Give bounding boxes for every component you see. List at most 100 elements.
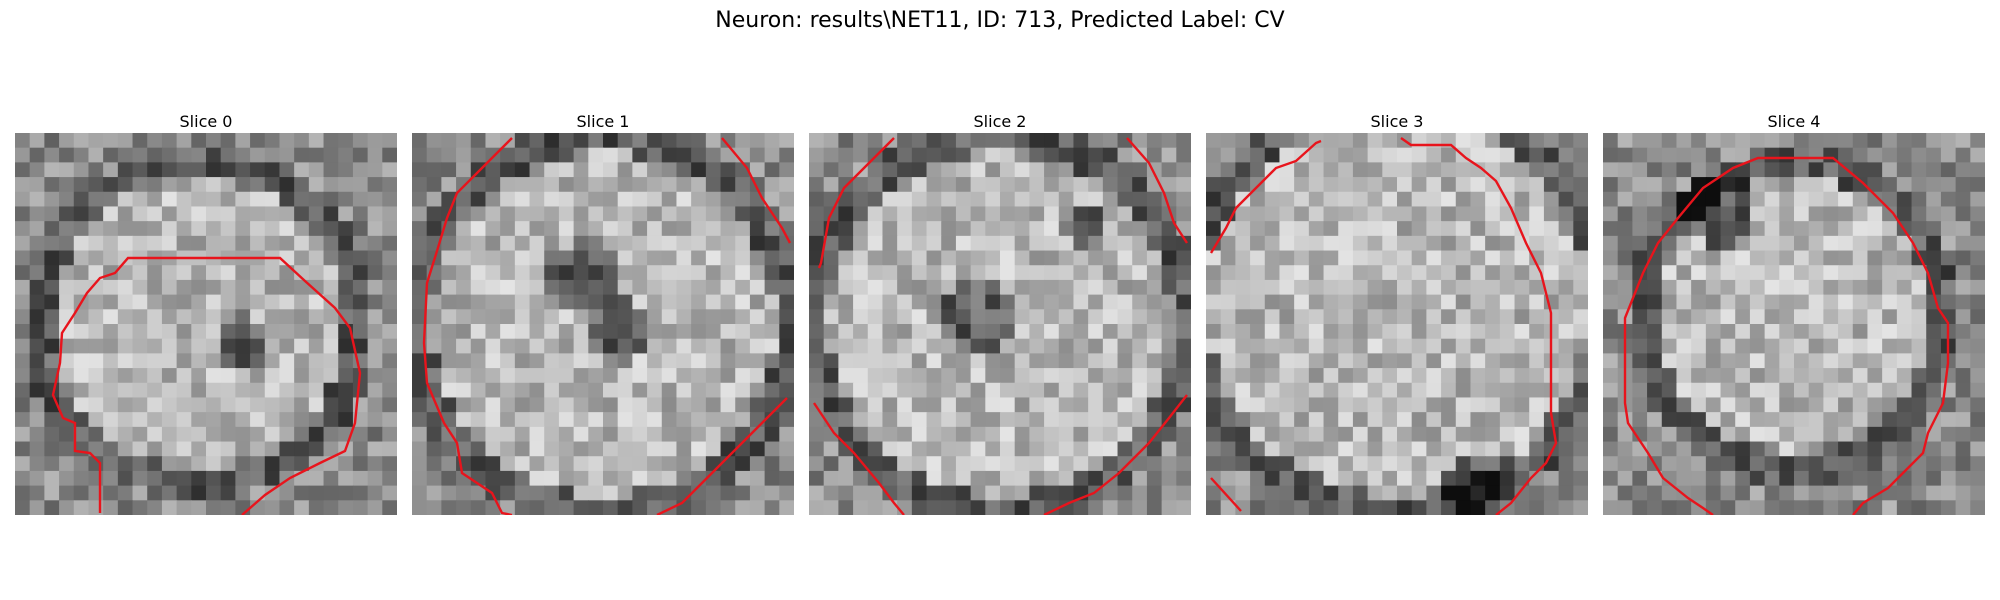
pixel [926,133,942,149]
pixel [573,397,589,413]
pixel [1867,309,1883,325]
pixel [1352,294,1369,310]
pixel [1940,426,1957,443]
pixel [838,456,854,472]
pixel [412,279,428,296]
pixel [1632,412,1648,428]
pixel [647,368,663,384]
pixel [720,191,736,208]
pixel [838,191,854,208]
pixel [1044,485,1060,501]
pixel [323,235,339,252]
pixel [735,279,751,296]
pixel [1470,279,1486,296]
pixel [1367,470,1383,487]
pixel [147,177,163,193]
pixel [838,162,854,178]
pixel [1838,191,1854,208]
pixel [1735,147,1751,163]
pixel [117,397,134,413]
pixel-grid [15,133,397,515]
pixel [1632,324,1648,340]
pixel [1250,338,1266,354]
pixel [529,426,545,443]
pixel [911,470,928,487]
pixel [88,338,104,354]
pixel [1367,147,1383,163]
pixel [206,397,222,413]
pixel [250,456,266,472]
pixel [294,412,310,428]
pixel [264,441,281,457]
pixel [955,500,972,515]
pixel [1058,206,1075,222]
pixel [1338,353,1354,369]
pixel [1441,500,1457,515]
pixel [279,265,295,281]
pixel [485,456,501,472]
pixel [117,368,134,384]
pixel [867,456,884,472]
pixel [1838,324,1854,340]
pixel [1514,338,1530,354]
pixel [1411,324,1427,340]
pixel [941,382,957,399]
pixel [1955,279,1971,296]
pixel [1102,426,1119,443]
pixel [1691,426,1707,443]
pixel [1558,206,1574,222]
pixel [1499,353,1516,369]
pixel [617,382,633,399]
pixel [1794,397,1810,413]
pixel [352,456,369,472]
pixel [823,485,839,501]
pixel [1323,133,1339,149]
pixel [735,309,751,325]
pixel [500,147,516,163]
pixel [264,397,281,413]
pixel [264,324,281,340]
pixel [617,324,633,340]
pixel [1470,397,1486,413]
pixel [220,235,236,252]
pixel [1808,368,1824,384]
pixel [911,485,928,501]
pixel [1058,147,1075,163]
pixel [73,250,90,266]
pixel [279,235,295,252]
pixel [1647,426,1663,443]
pixel [1499,265,1516,281]
pixel [1617,162,1633,178]
pixel [1426,353,1442,369]
pixel [441,235,457,252]
pixel [1117,485,1133,501]
pixel [1117,500,1133,515]
pixel [926,412,942,428]
pixel [29,426,45,443]
pixel [529,235,545,252]
pixel [1749,206,1766,222]
slice-title: Slice 2 [973,112,1027,131]
pixel [1955,485,1971,501]
pixel [1411,162,1427,178]
pixel [412,426,428,443]
pixel [44,294,60,310]
pixel [632,368,648,384]
pixel [1779,485,1795,501]
pixel [1029,338,1045,354]
pixel [1852,309,1869,325]
pixel [735,221,751,237]
pixel [1529,500,1545,515]
pixel [147,397,163,413]
pixel [1823,441,1839,457]
pixel [1691,147,1707,163]
pixel [529,177,545,193]
pixel [764,250,780,266]
pixel [749,368,766,384]
pixel [1352,441,1369,457]
pixel [749,279,766,296]
pixel [529,191,545,208]
pixel [441,147,457,163]
pixel [823,353,839,369]
pixel [514,147,531,163]
